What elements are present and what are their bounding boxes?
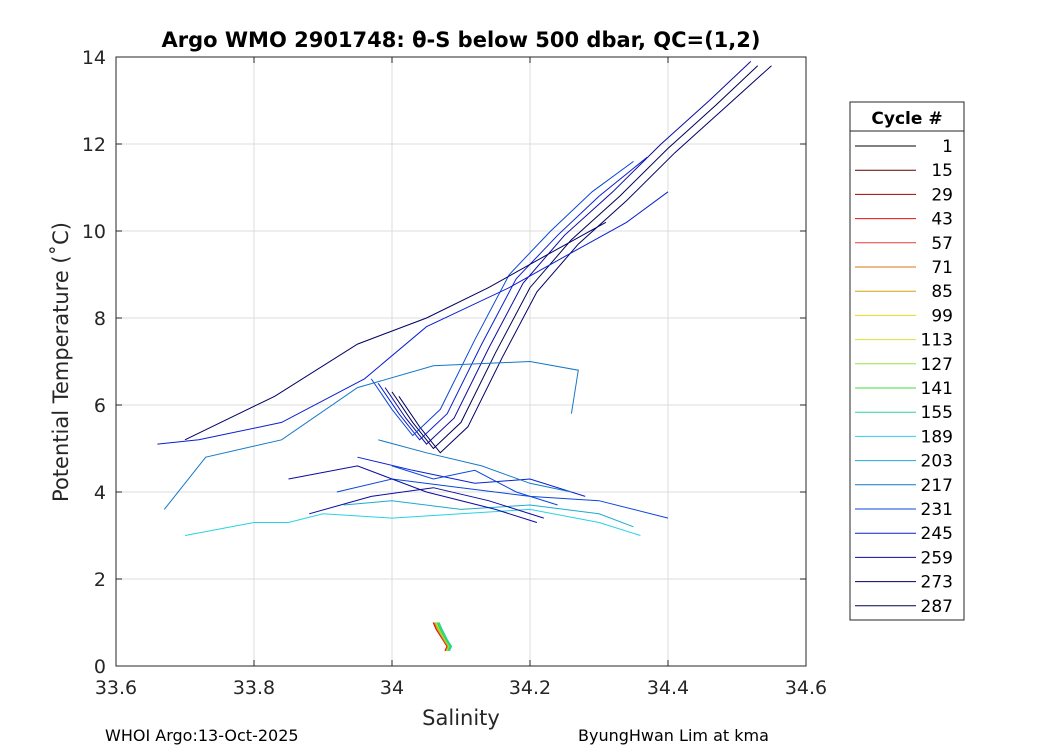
profile-line: [391, 465, 558, 506]
legend-label: 29: [931, 185, 953, 205]
profile-line: [343, 500, 634, 528]
legend-label: 189: [921, 427, 953, 447]
legend-label: 71: [931, 258, 953, 278]
footer-right: ByungHwan Lim at kma: [578, 726, 769, 745]
legend-label: 127: [921, 355, 953, 375]
legend-title: Cycle #: [871, 109, 942, 129]
chart-title: Argo WMO 2901748: θ-S below 500 dbar, QC…: [162, 28, 761, 52]
y-axis-label: Potential Temperature (˚C): [49, 222, 73, 502]
legend-label: 57: [931, 234, 953, 254]
y-tick-label: 2: [94, 569, 106, 591]
profile-line: [378, 439, 572, 493]
x-tick-label: 33.8: [233, 677, 275, 699]
profile-line: [370, 160, 634, 437]
legend-label: 155: [921, 403, 953, 423]
plot-area: [157, 61, 772, 652]
profile-line: [157, 191, 669, 445]
y-tick-label: 8: [94, 308, 106, 330]
profile-line: [398, 65, 772, 454]
axes-background: [116, 57, 806, 666]
legend-items: 1 15 29 43 57 71 85 99 113 127 141 155 189 203 217 231 2…: [855, 137, 953, 617]
legend-label: 231: [921, 500, 953, 520]
y-tick-label: 4: [94, 482, 106, 504]
profile-line: [391, 65, 759, 450]
legend-label: 85: [931, 282, 953, 302]
deep-profile-line: [436, 622, 452, 652]
y-tick-label: 10: [82, 221, 106, 243]
x-axis-label: Salinity: [422, 706, 500, 730]
legend-label: 99: [931, 306, 953, 326]
legend-label: 259: [921, 548, 953, 568]
profile-line: [336, 478, 669, 519]
legend-label: 203: [921, 452, 953, 472]
profile-line: [377, 156, 648, 441]
y-tick-label: 0: [94, 656, 106, 678]
y-tick-label: 14: [82, 47, 106, 69]
legend-label: 245: [921, 524, 953, 544]
profile-line: [384, 61, 752, 445]
profile-line: [163, 360, 579, 510]
legend-label: 217: [921, 476, 953, 496]
profile-line: [288, 465, 538, 523]
axis-ticks: 33.6 33.8 34 34.2 34.4 34.6 0 2 4 6 8 10 12 14: [82, 47, 827, 699]
x-tick-label: 34.2: [509, 677, 551, 699]
legend-label: 43: [931, 210, 953, 230]
legend-label: 273: [921, 573, 953, 593]
legend-label: 287: [921, 597, 953, 617]
x-tick-label: 34.6: [785, 677, 827, 699]
profile-line: [184, 221, 607, 441]
profile-line: [357, 456, 586, 497]
x-tick-label: 33.6: [95, 677, 137, 699]
y-tick-label: 12: [82, 134, 106, 156]
legend-label: 113: [921, 331, 953, 351]
legend-label: 1: [942, 137, 953, 157]
deep-profile-line: [434, 622, 450, 652]
profile-line: [184, 508, 641, 536]
y-tick-label: 6: [94, 395, 106, 417]
deep-profile-line: [438, 622, 453, 652]
deep-profile-line: [435, 622, 451, 652]
profile-lines: [157, 61, 772, 652]
x-tick-label: 34: [380, 677, 404, 699]
legend: Cycle # 1 15 29 43 57 71 85 99 113 127 141 155 189 20…: [849, 101, 965, 621]
legend-label: 141: [921, 379, 953, 399]
footer-left: WHOI Argo:13-Oct-2025: [105, 726, 299, 745]
x-tick-label: 34.4: [647, 677, 689, 699]
deep-profile-line: [432, 622, 449, 652]
profile-line: [309, 487, 544, 519]
axes-box: [115, 56, 807, 667]
legend-label: 15: [931, 161, 953, 181]
